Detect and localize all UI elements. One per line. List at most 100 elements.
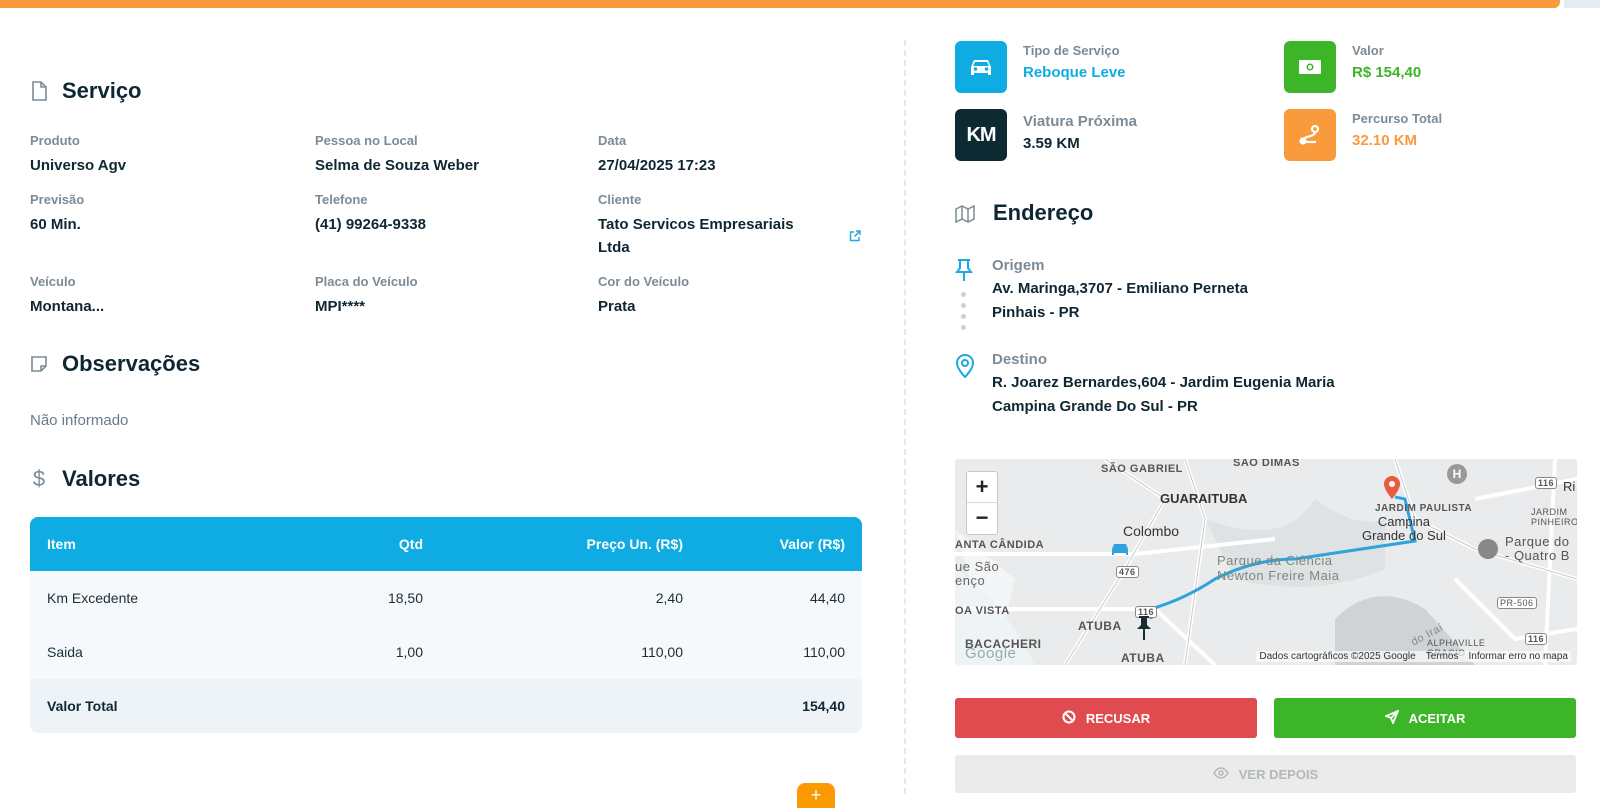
total-label: Valor Total	[30, 679, 230, 733]
field-value: MPI****	[315, 298, 366, 315]
eye-icon	[1212, 766, 1229, 782]
valor-value: R$ 154,40	[1352, 64, 1422, 81]
map-label: Campina Grande do Sul	[1362, 514, 1446, 543]
valores-header: $ Valores	[30, 466, 140, 492]
map-attribution: Dados cartográficos ©2025 Google	[1259, 651, 1416, 662]
road-shield: PR-506	[1497, 597, 1537, 609]
field-veiculo: Veículo Montana...	[30, 274, 104, 318]
origem-line2: Pinhais - PR	[992, 304, 1080, 321]
field-previsao: Previsão 60 Min.	[30, 192, 84, 236]
external-link-icon[interactable]	[849, 229, 863, 243]
map-label: OA VISTA	[955, 605, 1010, 617]
zoom-out-button[interactable]: −	[975, 505, 989, 530]
viatura-label: Viatura Próxima	[1023, 113, 1137, 130]
origem-line1: Av. Maringa,3707 - Emiliano Perneta	[992, 280, 1248, 297]
table-header-row: Item Qtd Preço Un. (R$) Valor (R$)	[30, 517, 862, 571]
cell	[440, 679, 700, 733]
field-value: 27/04/2025 17:23	[598, 157, 716, 174]
map-label: Parque do - Quatro B	[1505, 534, 1570, 563]
tipo-servico-value: Reboque Leve	[1023, 64, 1126, 81]
field-value: Selma de Souza Weber	[315, 157, 479, 174]
money-icon	[1284, 41, 1336, 93]
total-value: 154,40	[700, 679, 862, 733]
servico-header: Serviço	[30, 78, 142, 104]
top-progress-bar	[0, 0, 1560, 8]
field-telefone: Telefone (41) 99264-9338	[315, 192, 426, 236]
cell: 110,00	[700, 625, 862, 679]
observacoes-title: Observações	[62, 351, 201, 376]
viatura-value: 3.59 KM	[1023, 135, 1080, 152]
map-label: Ri	[1563, 479, 1576, 494]
field-value: Prata	[598, 298, 636, 315]
col-preco: Preço Un. (R$)	[440, 517, 700, 571]
car-marker-icon	[1111, 542, 1129, 561]
origin-pin-icon	[1135, 615, 1153, 646]
google-logo: Google	[965, 645, 1017, 662]
col-item: Item	[30, 517, 230, 571]
map-label: ANTA CÂNDIDA	[955, 539, 1045, 551]
road-shield: 476	[1116, 566, 1139, 578]
map-roads	[955, 459, 1577, 665]
map-terms-link[interactable]: Termos	[1425, 651, 1459, 662]
map-icon	[955, 202, 979, 224]
field-label: Data	[598, 133, 627, 148]
cell: 44,40	[700, 571, 862, 625]
field-label: Telefone	[315, 192, 368, 207]
map-label: GUARAITUBA	[1160, 491, 1248, 506]
map-label: JARDIM PINHEIROS	[1531, 507, 1577, 527]
field-cliente: Cliente Tato Servicos Empresariais Ltda	[598, 192, 818, 259]
map-label: SÃO DIMAS	[1233, 459, 1300, 469]
recusar-button[interactable]: RECUSAR	[955, 698, 1257, 738]
aceitar-label: ACEITAR	[1408, 710, 1466, 726]
origem-label: Origem	[992, 257, 1045, 274]
endereco-header: Endereço	[955, 200, 1093, 226]
road-shield: 116	[1525, 633, 1548, 645]
valor-label: Valor	[1352, 43, 1384, 58]
observacoes-header: Observações	[30, 351, 200, 377]
dollar-icon: $	[32, 466, 46, 491]
field-value: 60 Min.	[30, 216, 81, 233]
field-label: Placa do Veículo	[315, 274, 418, 289]
field-produto: Produto Universo Agv	[30, 133, 126, 177]
car-icon	[955, 41, 1007, 93]
servico-title: Serviço	[62, 78, 142, 103]
field-label: Cliente	[598, 192, 642, 207]
table-row: Saida 1,00 110,00 110,00	[30, 625, 862, 679]
field-placa: Placa do Veículo MPI****	[315, 274, 418, 318]
column-divider	[904, 40, 906, 794]
map-label: Parque da Ciência Newton Freire Maia	[1217, 553, 1340, 583]
add-button[interactable]: +	[797, 783, 835, 808]
tipo-servico-label: Tipo de Serviço	[1023, 43, 1120, 58]
location-marker-icon	[955, 353, 975, 384]
route-map[interactable]: SÃO GABRIEL SÃO DIMAS GUARAITUBA Colombo…	[955, 459, 1577, 665]
map-label: SÃO GABRIEL	[1101, 463, 1183, 475]
table-row: Km Excedente 18,50 2,40 44,40	[30, 571, 862, 625]
endereco-title: Endereço	[993, 200, 1094, 225]
cell: Saida	[30, 625, 230, 679]
aceitar-button[interactable]: ACEITAR	[1274, 698, 1576, 738]
cell: 2,40	[440, 571, 700, 625]
cell: 1,00	[230, 625, 440, 679]
top-bar-track	[1564, 0, 1600, 8]
recusar-label: RECUSAR	[1085, 710, 1151, 726]
field-value: Universo Agv	[30, 157, 127, 174]
percurso-label: Percurso Total	[1352, 111, 1443, 126]
map-label: BACACHERI	[965, 637, 1042, 651]
zoom-in-button[interactable]: +	[967, 472, 997, 503]
field-label: Previsão	[30, 192, 85, 207]
map-label: Colombo	[1123, 523, 1180, 539]
route-icon	[1284, 109, 1336, 161]
map-zoom-control: + −	[966, 471, 998, 535]
map-report-link[interactable]: Informar erro no mapa	[1468, 651, 1569, 662]
road-shield: 116	[1535, 477, 1558, 489]
ban-icon	[1062, 710, 1076, 727]
destino-line1: R. Joarez Bernardes,604 - Jardim Eugenia…	[992, 374, 1335, 391]
ver-depois-button[interactable]: VER DEPOIS	[955, 755, 1576, 793]
cell: 18,50	[230, 571, 440, 625]
table-total-row: Valor Total 154,40	[30, 679, 862, 733]
field-label: Veículo	[30, 274, 76, 289]
percurso-value: 32.10 KM	[1352, 132, 1418, 149]
valores-table: Item Qtd Preço Un. (R$) Valor (R$) Km Ex…	[30, 517, 862, 733]
observacoes-text: Não informado	[30, 412, 129, 429]
ver-depois-label: VER DEPOIS	[1238, 766, 1319, 782]
